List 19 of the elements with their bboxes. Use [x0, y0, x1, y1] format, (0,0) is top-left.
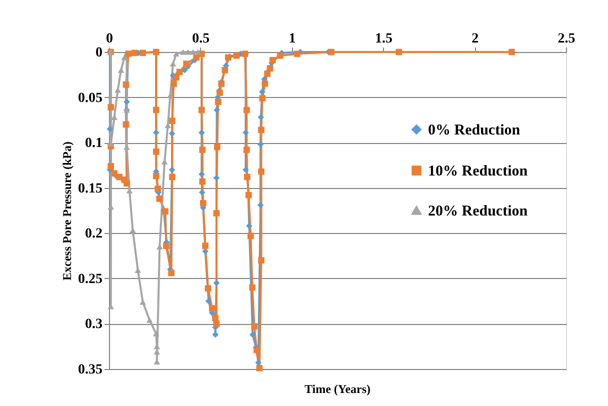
x-tick-label: 2: [472, 32, 479, 46]
y-tick-label: 0.35: [78, 362, 102, 378]
x-axis-title: Time (Years): [304, 382, 371, 396]
y-axis-title: Excess Pore Pressure (kPa): [60, 142, 74, 280]
y-tick-label: 0.15: [78, 181, 102, 196]
y-tick-label: 0.1: [85, 136, 102, 152]
x-tick-label: 1.5: [374, 32, 392, 46]
legend-label: 10% Reduction: [428, 164, 528, 180]
x-tick-label: 0: [106, 32, 113, 46]
x-tick-label: 2.5: [558, 32, 576, 46]
y-tick-label: 0.25: [78, 272, 102, 287]
y-tick-label: 0.3: [85, 317, 102, 332]
y-tick-label: 0.2: [85, 226, 102, 242]
x-tick-label: 1: [288, 32, 296, 46]
legend-label: 20% Reduction: [428, 204, 528, 220]
y-tick-label: 0: [96, 46, 102, 60]
legend-label: 0% Reduction: [428, 122, 521, 138]
y-tick-label: 0.05: [78, 90, 102, 106]
x-tick-label: 0.5: [192, 32, 210, 46]
